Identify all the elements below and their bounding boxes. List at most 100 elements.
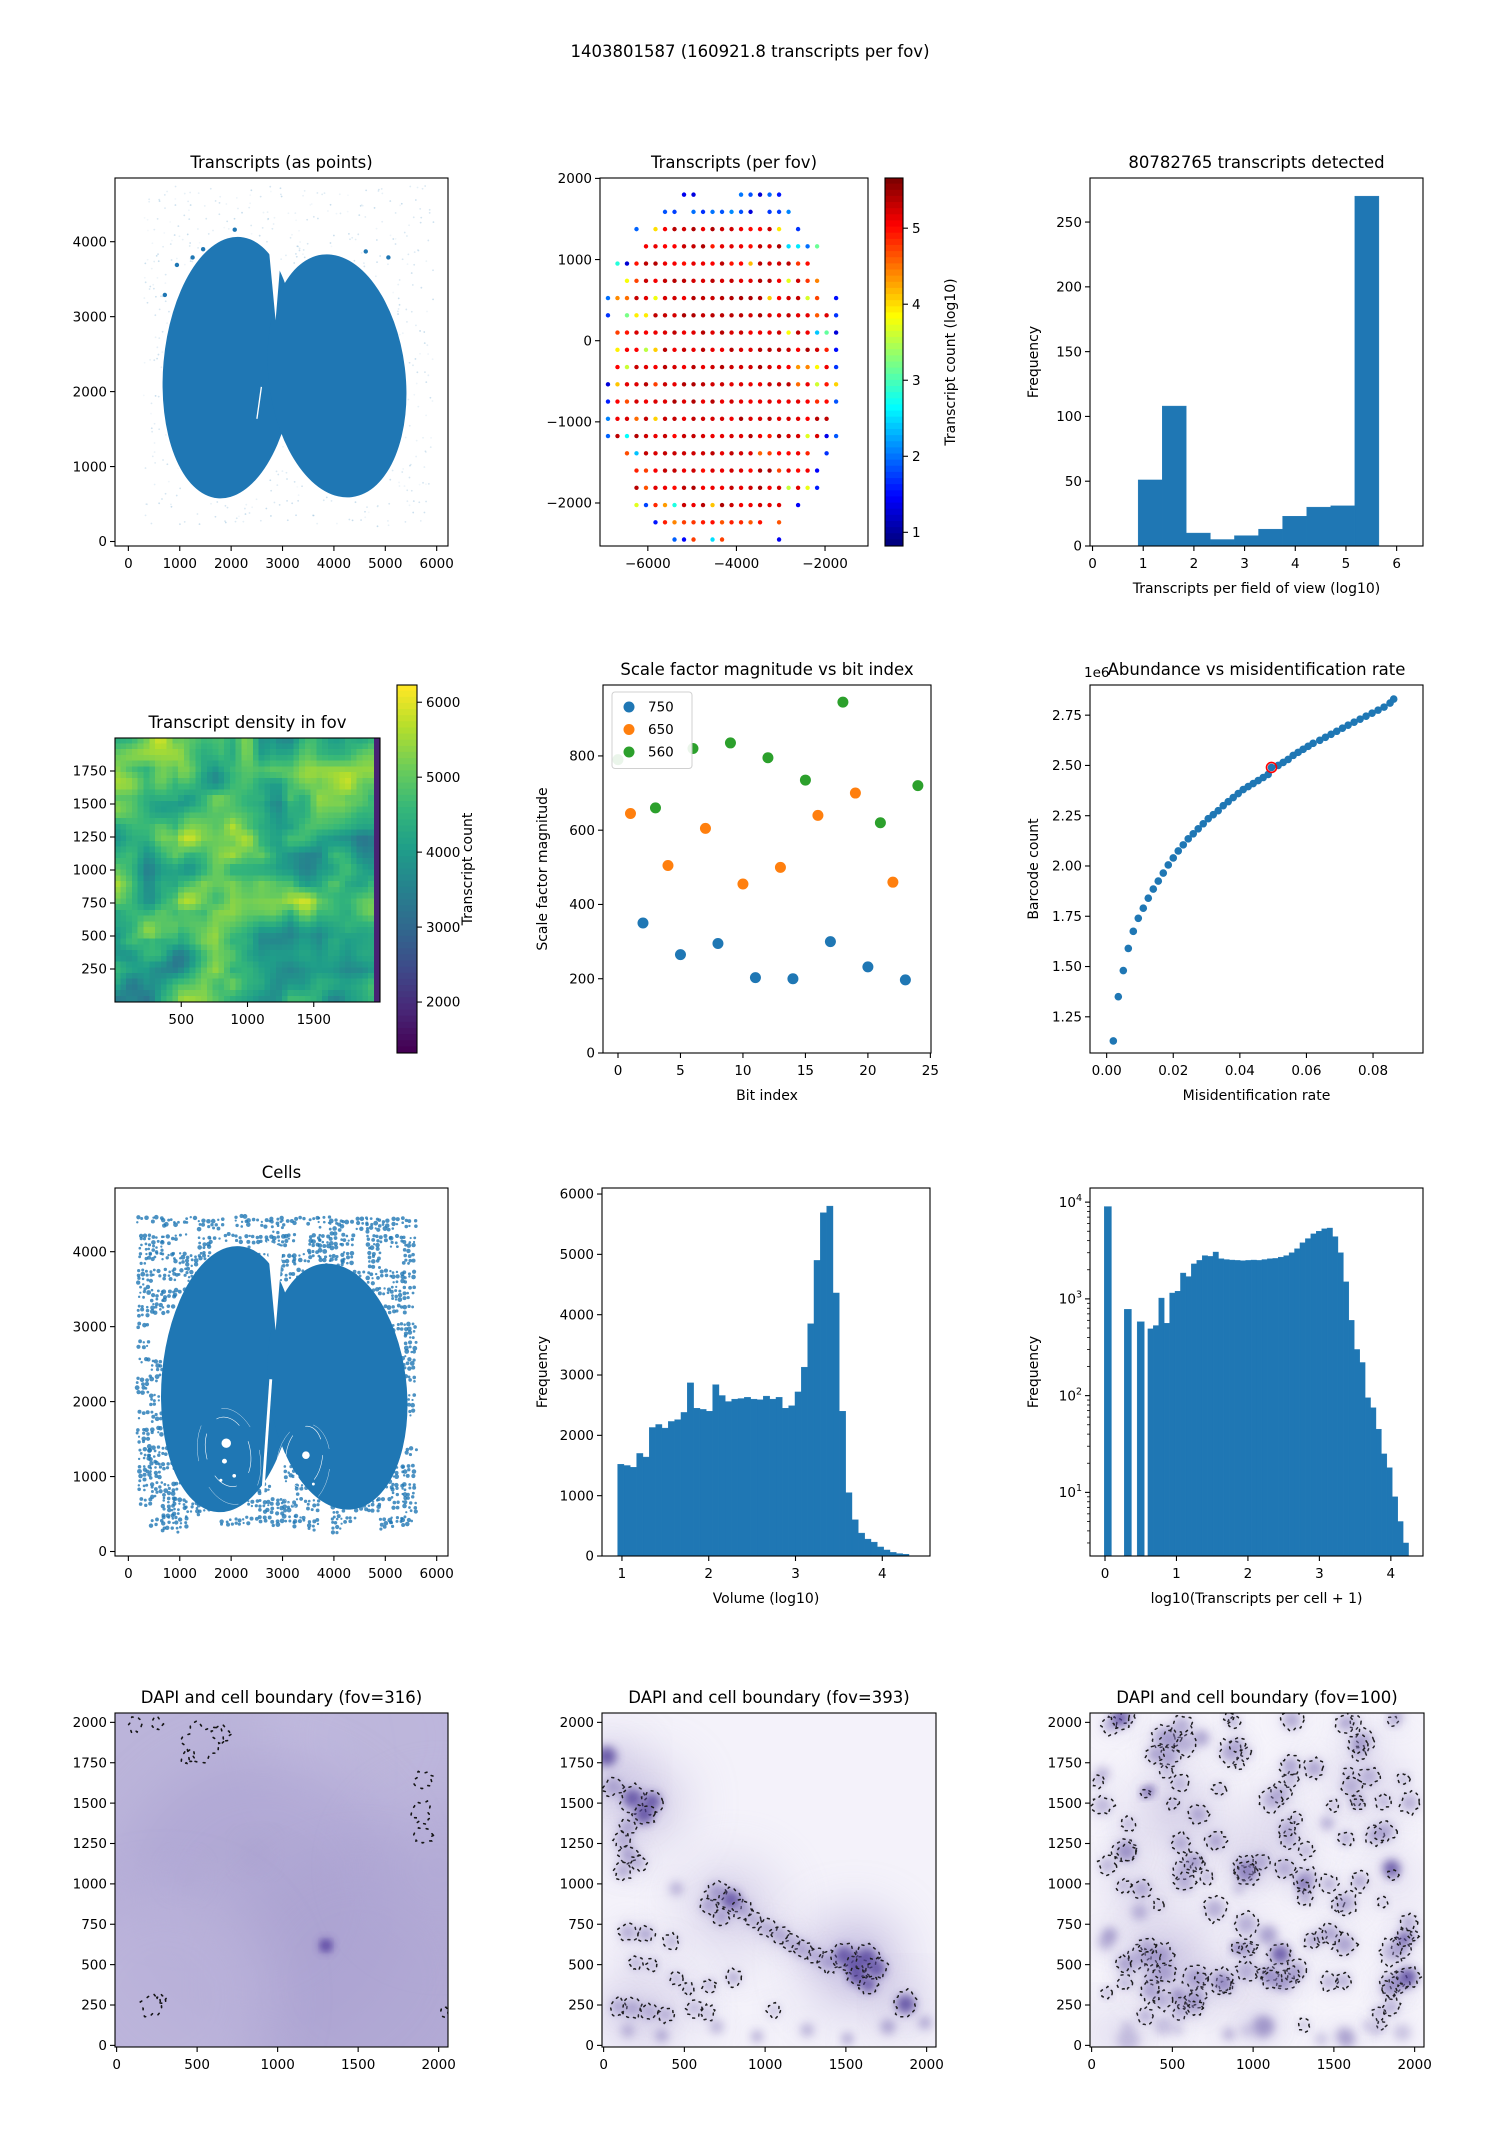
abundance-misid-content — [1109, 695, 1398, 1045]
tick-label: 5000 — [560, 1247, 594, 1263]
tick-label: 25 — [922, 1063, 939, 1079]
tick-label: 1000 — [230, 1012, 264, 1028]
transcripts-detected-hist-content — [1137, 195, 1380, 546]
axes-box — [114, 177, 449, 547]
tick-label: 1000 — [73, 459, 107, 475]
legend: 750 650 560 — [611, 691, 693, 769]
tick-label: 1.75 — [1052, 909, 1082, 925]
tick-label: 1750 — [73, 1755, 107, 1771]
charts-group: 0 1000 2000 3000 4000 5000 6000010002000300040… — [73, 153, 1432, 2073]
tick-label: 2 — [912, 449, 921, 465]
tick-label: 6000 — [420, 556, 454, 572]
tick-label: 500 — [168, 1012, 194, 1028]
tick-label: 3 — [1315, 1566, 1324, 1582]
transcript-density-content — [115, 738, 380, 1002]
tick-label: 5000 — [368, 1566, 402, 1582]
tick-label: 2000 — [560, 1428, 594, 1444]
tick-label: 2000 — [909, 2057, 943, 2073]
tick-label: 0 — [98, 2038, 107, 2054]
tick-label: 1000 — [560, 1488, 594, 1504]
chart-title: DAPI and cell boundary (fov=316) — [141, 1688, 422, 1707]
tick-label: 1750 — [560, 1755, 594, 1771]
tick-label: 1250 — [73, 1836, 107, 1852]
chart-title: Transcript density in fov — [148, 713, 347, 732]
axes-box — [602, 684, 932, 1054]
y-axis-label: Frequency — [1026, 326, 1042, 398]
tick-label: 250 — [1056, 1998, 1082, 2014]
chart-title: Transcripts (per fov) — [650, 153, 817, 172]
x-axis-label: log10(Transcripts per cell + 1) — [1151, 1591, 1363, 1607]
axes-box — [601, 1712, 937, 2048]
tick-label: 101 — [1059, 1483, 1082, 1501]
tick-label: 4000 — [73, 234, 107, 250]
transcript-density: 500 1000 1500 250 500 750 1000 1250 1500 1750 Tran… — [73, 684, 476, 1054]
tick-label: 2000 — [560, 1715, 594, 1731]
tick-label: 3 — [912, 373, 921, 389]
tick-label: 1 — [1172, 1566, 1181, 1582]
tick-label: 3000 — [265, 556, 299, 572]
tick-label: 1000 — [163, 556, 197, 572]
colorbar-label: Transcript count — [460, 812, 476, 926]
transcripts-per-fov-content — [605, 192, 839, 542]
tick-label: 0 — [1073, 539, 1082, 555]
tick-label: 250 — [81, 1998, 107, 2014]
figure-title: 1403801587 (160921.8 transcripts per fov… — [570, 42, 929, 61]
tick-label: 4 — [878, 1566, 887, 1582]
tick-label: 0 — [98, 534, 107, 550]
tick-label: 400 — [569, 897, 595, 913]
tick-label: 1500 — [297, 1012, 331, 1028]
tick-label: 1000 — [163, 1566, 197, 1582]
tick-label: 50 — [1065, 474, 1082, 490]
tick-label: 1000 — [73, 1877, 107, 1893]
tick-label: 6000 — [420, 1566, 454, 1582]
tick-label: 1000 — [1236, 2057, 1270, 2073]
chart-title: 80782765 transcripts detected — [1128, 153, 1384, 172]
tick-label: 1250 — [1048, 1836, 1082, 1852]
tick-label: 2000 — [558, 171, 592, 187]
tick-label: 1000 — [558, 252, 592, 268]
tick-label: 1 — [618, 1566, 627, 1582]
tick-label: 100 — [1056, 409, 1082, 425]
tick-label: 2000 — [1048, 1715, 1082, 1731]
dapi-393: 0 500 1000 1500 2000 0 250 500 750 1000 1250 1500 17… — [560, 1688, 944, 2073]
tick-label: 3000 — [426, 920, 460, 936]
tick-label: 1750 — [1048, 1755, 1082, 1771]
tick-label: 500 — [1056, 1957, 1082, 1973]
tick-label: 103 — [1059, 1290, 1082, 1308]
tick-label: 0.00 — [1092, 1063, 1122, 1079]
tick-label: 1500 — [73, 797, 107, 813]
tick-label: 3 — [791, 1566, 800, 1582]
tick-label: 0 — [583, 333, 592, 349]
tick-label: −2000 — [546, 496, 592, 512]
tick-label: 1.50 — [1052, 959, 1082, 975]
tick-label: 10 — [734, 1063, 751, 1079]
tick-label: 6000 — [426, 695, 460, 711]
transcripts-per-fov: −6000 −4000 −2000 −2000 −1000 0 1000 2000 Transc… — [546, 153, 959, 572]
tick-label: 2000 — [421, 2057, 455, 2073]
tick-label: 750 — [1056, 1917, 1082, 1933]
dapi-316: 0 500 1000 1500 2000 0 250 500 750 1000 1250 1500 17… — [73, 1688, 456, 2073]
dapi-316-content — [115, 1713, 448, 2047]
tick-label: 0.06 — [1291, 1063, 1321, 1079]
chart-title: Cells — [262, 1163, 301, 1182]
transcripts-per-cell-hist-content — [1104, 1206, 1409, 1556]
tick-label: 0 — [1088, 556, 1097, 572]
tick-label: 1 — [1139, 556, 1148, 572]
volume-hist: 1 2 3 4 0 1000 2000 3000 4000 5000 6000 Volume (log… — [535, 1187, 931, 1607]
tick-label: 4 — [1387, 1566, 1396, 1582]
tick-label: 0 — [98, 1544, 107, 1560]
transcripts-per-cell-hist: 0 1 2 3 4 101 102 103 104 log10(Transcripts per c… — [1026, 1187, 1424, 1607]
y-axis-label: Frequency — [1026, 1336, 1042, 1408]
tick-label: 2000 — [73, 384, 107, 400]
tick-label: 750 — [81, 1917, 107, 1933]
tick-label: 5 — [676, 1063, 685, 1079]
tick-label: 2000 — [214, 556, 248, 572]
tick-label: −6000 — [625, 556, 671, 572]
y-axis-label: Barcode count — [1026, 818, 1042, 920]
tick-label: 1000 — [73, 1469, 107, 1485]
tick-label: 150 — [1056, 344, 1082, 360]
colorbar-box — [396, 684, 418, 1054]
tick-label: 500 — [568, 1957, 594, 1973]
axes-box — [1089, 177, 1424, 547]
